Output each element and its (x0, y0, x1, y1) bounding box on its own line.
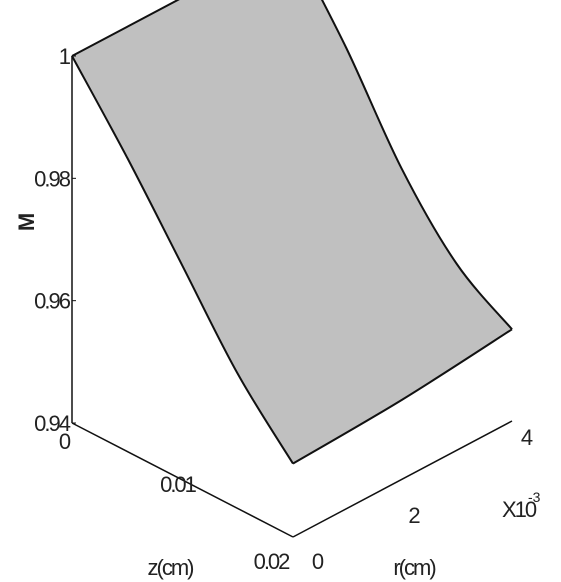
surface-fill (72, 0, 512, 464)
surface-layer (71, 0, 513, 465)
r-multiplier-base: X10 (502, 497, 537, 522)
r-tick-label-2: 4 (521, 425, 533, 450)
r-multiplier-exponent: -3 (528, 489, 541, 505)
axes-layer (71, 55, 513, 538)
labels-layer: 0.94 0.96 0.98 1 0 0.01 0.02 0 2 4 z(cm) r(cm) M X10-… (14, 44, 541, 580)
surface-edge-0 (71, 0, 180, 57)
m-tick-label-1: 0.96 (34, 289, 71, 314)
z-axis-label: z(cm) (148, 555, 194, 580)
z-tick-label-0: 0 (59, 429, 71, 454)
m-axis-label: M (14, 213, 39, 231)
z-tick-label-2: 0.02 (254, 549, 291, 574)
r-tick-label-1: 2 (408, 503, 420, 528)
z-tick-label-1: 0.01 (160, 472, 197, 497)
z-axis-line (71, 422, 294, 538)
r-tick-label-0: 0 (312, 549, 324, 574)
surface-edge-3 (71, 55, 294, 465)
r-axis-label: r(cm) (393, 555, 435, 580)
r-axis-line (292, 420, 513, 538)
m-tick-label-3: 1 (59, 44, 71, 69)
m-tick-label-2: 0.98 (34, 166, 71, 191)
m-tick-label-0: 0.94 (34, 411, 71, 436)
surface-edge-1 (321, 0, 513, 330)
surface-edge-2 (292, 328, 513, 465)
